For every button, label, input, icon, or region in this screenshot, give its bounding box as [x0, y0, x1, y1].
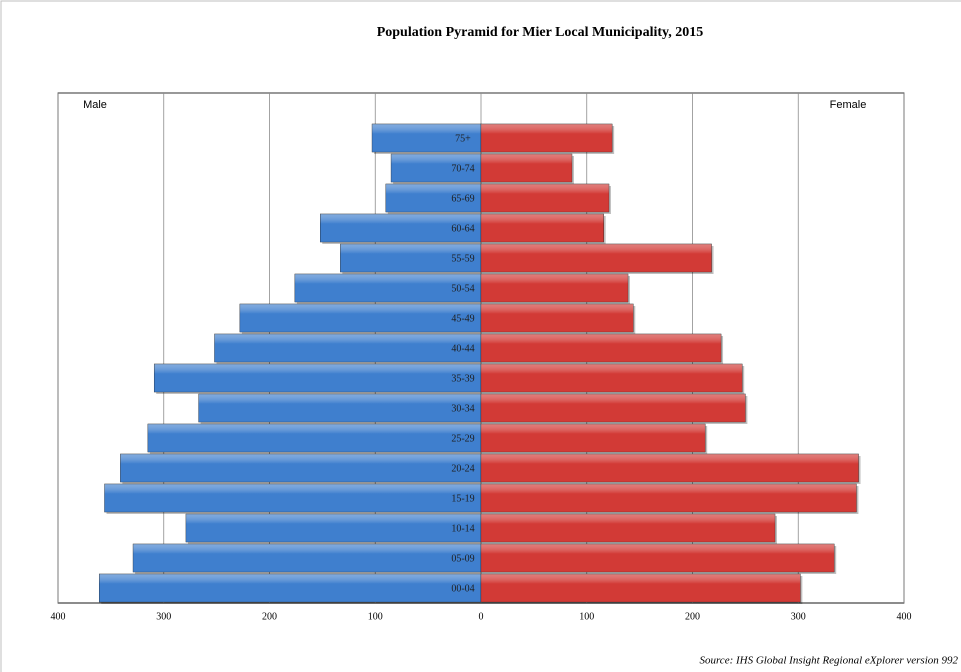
source-note: Source: IHS Global Insight Regional eXpl… — [699, 655, 958, 667]
bar-shine — [481, 454, 859, 482]
bar-shine — [385, 184, 481, 212]
bar-shine — [481, 364, 743, 392]
category-label: 70-74 — [451, 163, 474, 174]
bar-shine — [340, 244, 481, 272]
bar-shine — [481, 274, 628, 302]
category-label: 10-14 — [451, 523, 474, 534]
legend-label: Male — [83, 99, 107, 111]
category-label: 45-49 — [451, 313, 474, 324]
category-label: 35-39 — [451, 373, 474, 384]
x-tick-label: 400 — [897, 611, 912, 622]
bar-shine — [481, 154, 572, 182]
bar-shine — [320, 214, 481, 242]
legend-label: Female — [830, 99, 867, 111]
bar-shine — [133, 544, 481, 572]
bar-shine — [481, 574, 801, 602]
bar-shine — [481, 334, 722, 362]
bar-shine — [481, 304, 634, 332]
category-label: 20-24 — [451, 463, 474, 474]
bar-shine — [481, 514, 775, 542]
x-tick-label: 0 — [479, 611, 484, 622]
category-label: 50-54 — [451, 283, 474, 294]
x-tick-label: 300 — [156, 611, 171, 622]
x-tick-label: 100 — [368, 611, 383, 622]
bar-shine — [391, 154, 481, 182]
bar-shine — [198, 394, 481, 422]
bar-shine — [147, 424, 481, 452]
bar-shine — [120, 454, 481, 482]
bar-shine — [481, 214, 604, 242]
category-label: 65-69 — [451, 193, 474, 204]
category-label: 15-19 — [451, 493, 474, 504]
category-label: 05-09 — [451, 553, 474, 564]
bar-shine — [154, 364, 482, 392]
bar-shine — [481, 424, 706, 452]
category-label: 40-44 — [451, 343, 474, 354]
category-label: 55-59 — [451, 253, 474, 264]
category-label: 75+ — [455, 133, 471, 144]
bar-shine — [481, 124, 613, 152]
bar-shine — [481, 484, 857, 512]
bar-shine — [239, 304, 481, 332]
bar-shine — [372, 124, 481, 152]
bar-shine — [294, 274, 481, 302]
bar-shine — [481, 394, 746, 422]
x-tick-label: 200 — [262, 611, 277, 622]
bar-shine — [481, 544, 835, 572]
category-label: 30-34 — [451, 403, 474, 414]
category-label: 60-64 — [451, 223, 474, 234]
x-tick-label: 200 — [685, 611, 700, 622]
bar-shine — [481, 244, 712, 272]
x-tick-label: 100 — [579, 611, 594, 622]
bar-shine — [481, 184, 609, 212]
x-tick-label: 400 — [51, 611, 66, 622]
bar-shine — [185, 514, 481, 542]
category-label: 25-29 — [451, 433, 474, 444]
category-label: 00-04 — [451, 583, 474, 594]
bar-shine — [104, 484, 481, 512]
bar-shine — [214, 334, 481, 362]
bar-shine — [99, 574, 482, 602]
x-tick-label: 300 — [791, 611, 806, 622]
chart-title: Population Pyramid for Mier Local Munici… — [377, 25, 704, 40]
